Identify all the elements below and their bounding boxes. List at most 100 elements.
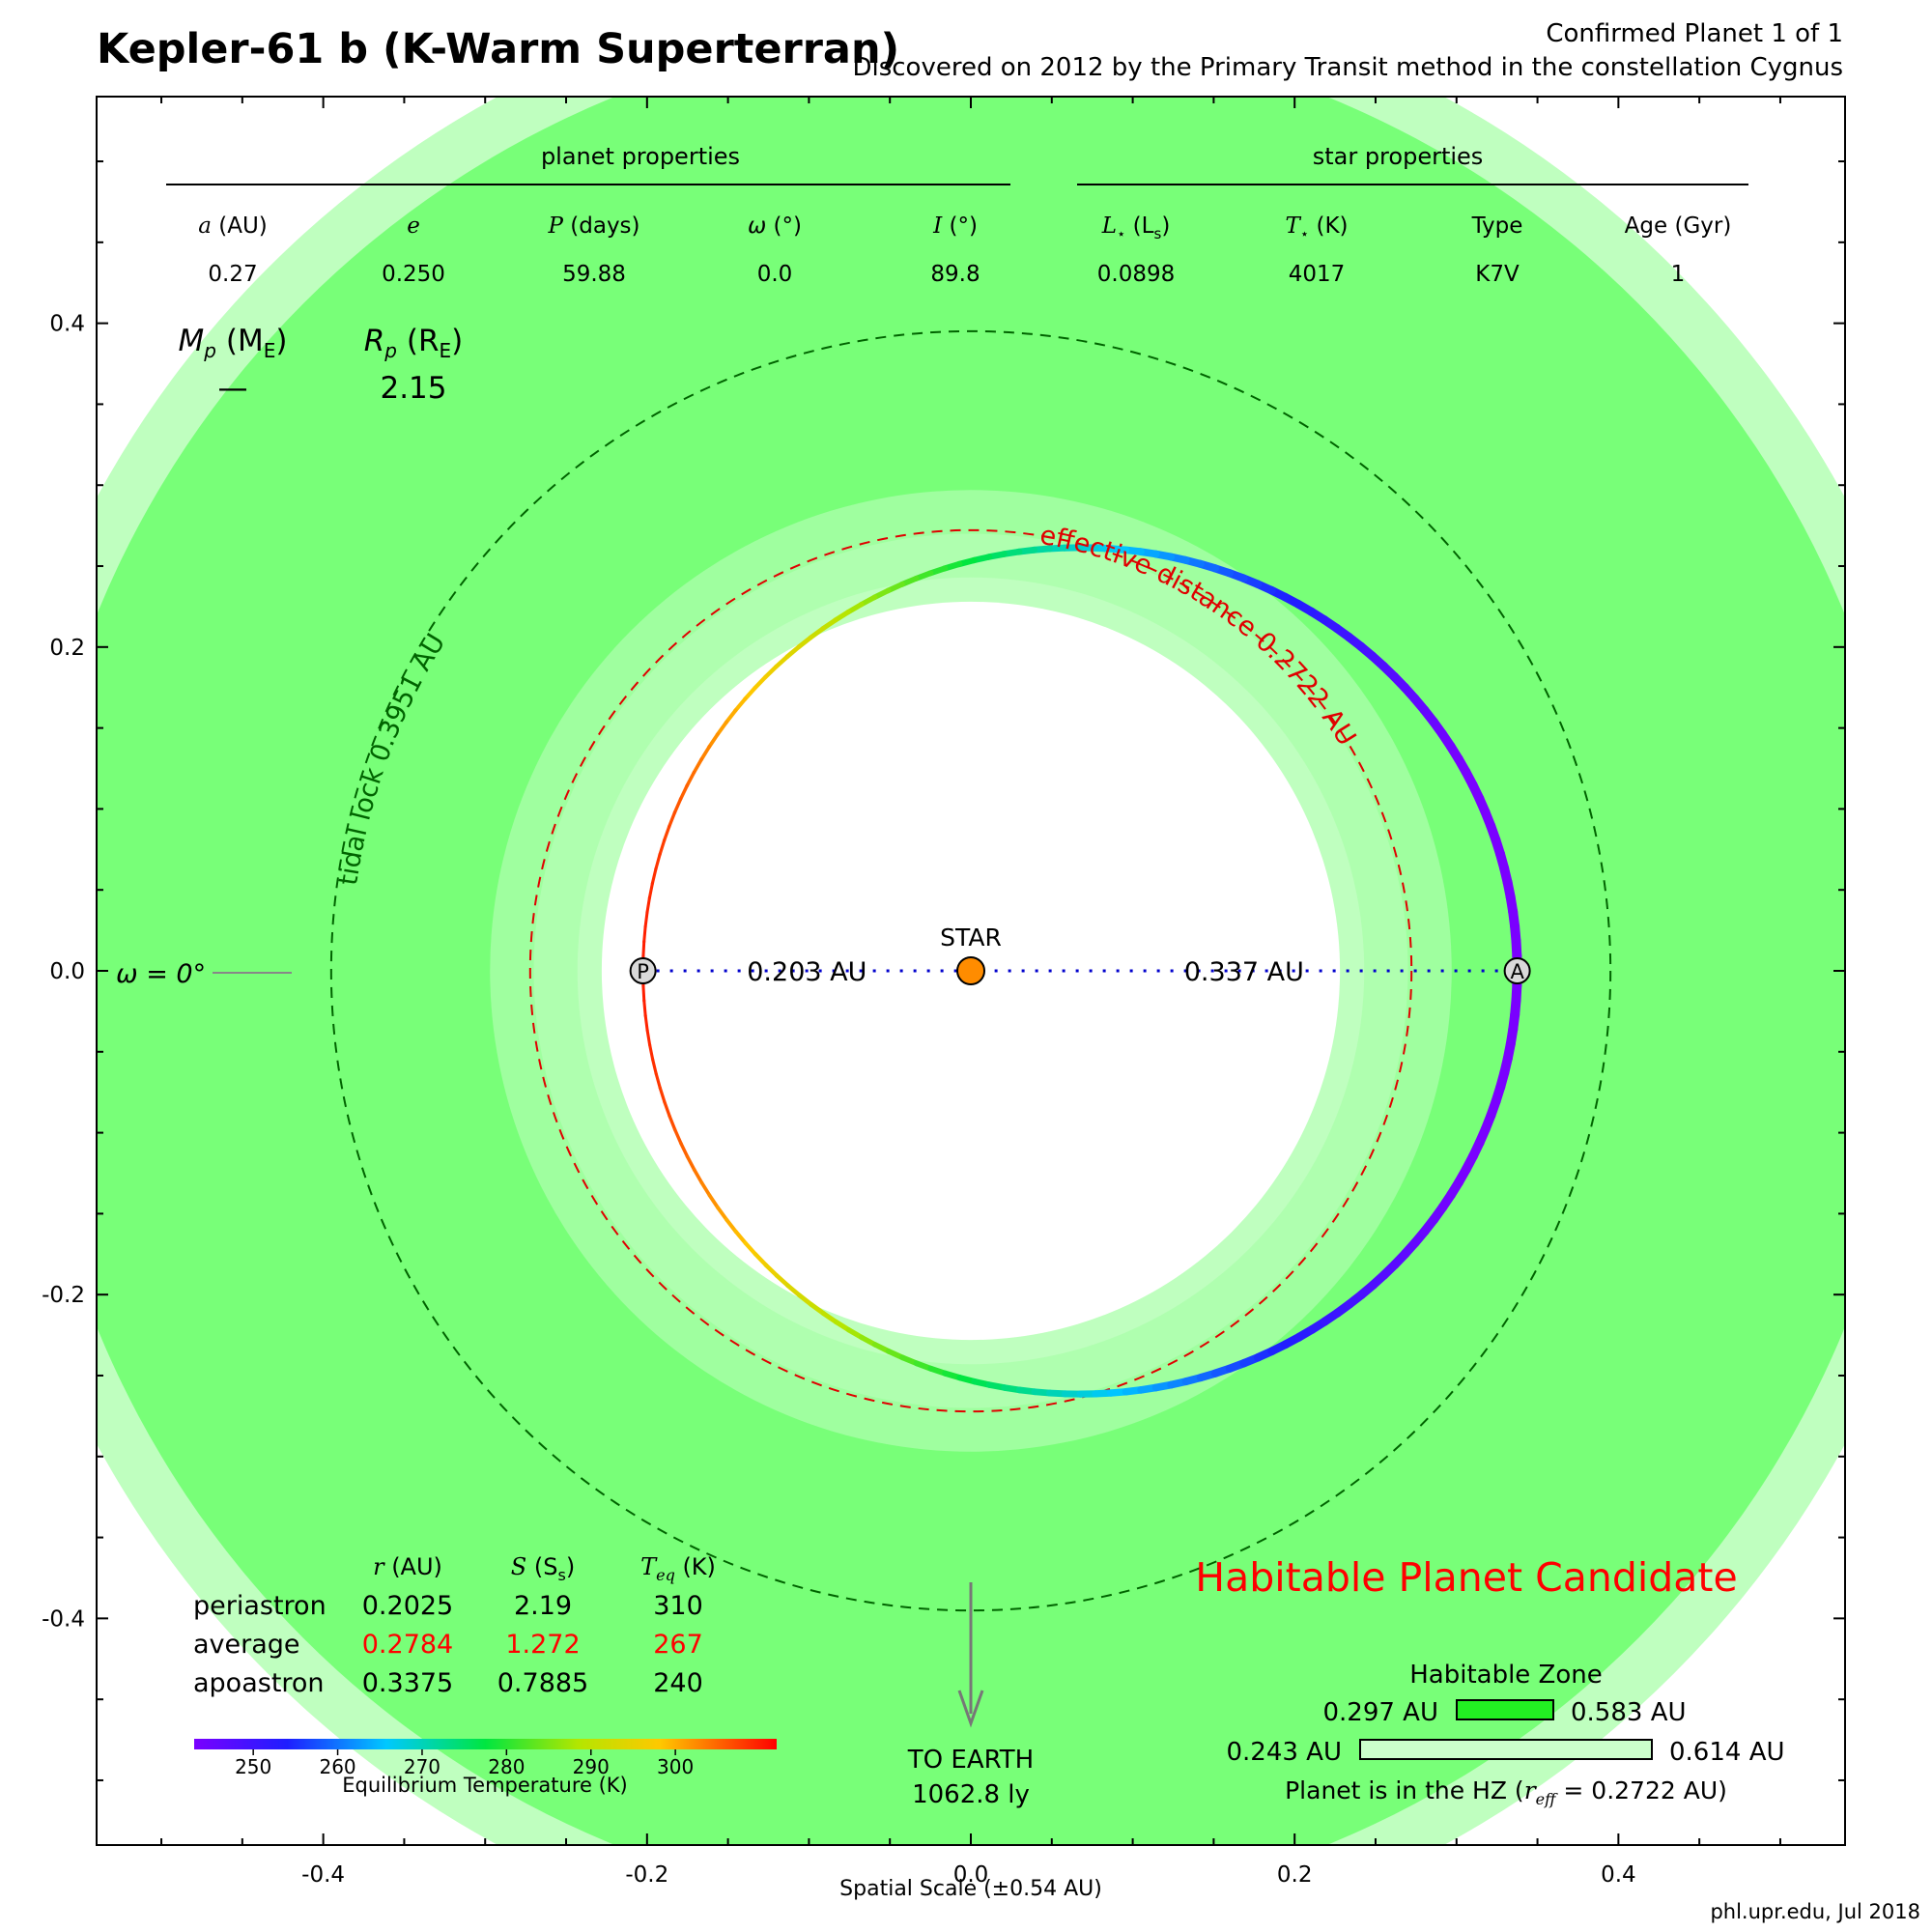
svg-text:A: A [1510, 960, 1524, 983]
radius-header: Rp (RE) [364, 324, 464, 362]
orbit-header-teq: Teq (K) [640, 1553, 716, 1584]
colorbar-tick-label: 300 [657, 1755, 694, 1778]
orbit-segment [685, 770, 696, 788]
apoastron-marker: A [1503, 957, 1531, 984]
orbit-segment [658, 1086, 667, 1104]
x-tick-label: 0.2 [1277, 1862, 1313, 1888]
orbit-segment [642, 999, 647, 1018]
header-age: Age (Gyr) [1625, 213, 1732, 239]
svg-text:P: P [637, 960, 649, 983]
header-inclination: I (°) [932, 213, 978, 239]
star-label: STAR [940, 923, 1002, 952]
planet-count: Confirmed Planet 1 of 1 [1546, 19, 1843, 48]
orbit-row-label: apoastron [193, 1668, 325, 1698]
orbit-row-value: 0.2025 [362, 1591, 453, 1621]
temperature-colorbar [194, 1739, 777, 1749]
orbit-segment [650, 867, 658, 886]
colorbar-tick-label: 290 [573, 1755, 610, 1778]
tidal-lock-circle [329, 329, 1612, 1612]
hz-status: Planet is in the HZ (reff = 0.2722 AU) [1285, 1776, 1727, 1808]
orbit-row-value: 0.3375 [362, 1668, 453, 1698]
orbit-segment [678, 783, 690, 802]
value-age: 1 [1671, 262, 1686, 287]
header-luminosity: L⋆ (Ls) [1101, 213, 1171, 242]
discovery-info: Discovered on 2012 by the Primary Transi… [852, 53, 1843, 82]
effective-distance-circle [528, 528, 1413, 1413]
apoastron-distance: 0.337 AU [1184, 957, 1304, 987]
earth-distance: 1062.8 ly [912, 1780, 1030, 1809]
orbit-segment [647, 1042, 655, 1062]
orbit-segment [647, 881, 655, 900]
y-tick-label: 0.2 [49, 636, 85, 661]
y-tick-label: -0.4 [42, 1606, 85, 1632]
value-p: 59.88 [562, 262, 626, 287]
orbit-segment [698, 744, 712, 762]
hz-conservative-outer: 0.583 AU [1571, 1698, 1687, 1727]
orbit-row-value: 2.19 [514, 1591, 572, 1621]
y-tick-label: -0.2 [42, 1283, 85, 1308]
star-marker [956, 956, 985, 985]
orbit-segment [679, 1141, 690, 1159]
colorbar-ticks: 250 260 270 280 290 300 [235, 1749, 694, 1778]
orbit-segment [642, 924, 647, 944]
orbit-row-label: average [193, 1630, 300, 1660]
orbit-row-value: 267 [653, 1630, 703, 1660]
orbit-segment [668, 1114, 677, 1132]
value-inclination: 89.8 [930, 262, 980, 287]
header-temperature: T⋆ (K) [1285, 213, 1348, 242]
colorbar-tick-label: 250 [235, 1755, 271, 1778]
orbit-segment [643, 1013, 649, 1033]
colorbar-tick-label: 270 [404, 1755, 440, 1778]
hz-optimistic-swatch [1359, 1739, 1653, 1760]
mass-value: — [218, 371, 248, 406]
header-p: P (days) [547, 213, 639, 239]
orbit-segment [699, 1180, 712, 1198]
periastron-marker: P [629, 957, 657, 984]
y-tick-label: 0.0 [49, 959, 85, 984]
orbit-segment [645, 895, 652, 915]
orbit-segment [650, 1057, 658, 1076]
planet-orbit [641, 544, 1522, 1398]
colorbar-label: Equilibrium Temperature (K) [342, 1774, 628, 1797]
orbit-header-s: S (Ss) [511, 1553, 575, 1584]
orbit-row-value: 310 [653, 1591, 703, 1621]
orbit-segment [707, 732, 720, 750]
x-axis-label: Spatial Scale (±0.54 AU) [839, 1877, 1102, 1901]
orbit-segment [658, 838, 667, 857]
hz-conservative-swatch [1456, 1699, 1554, 1720]
orbit-segment [662, 824, 671, 842]
orbit-segment [643, 910, 649, 929]
mass-header: Mp (ME) [179, 324, 288, 362]
hz-optimistic-outer: 0.614 AU [1669, 1738, 1785, 1767]
axis-ticks [97, 97, 1845, 1845]
orbit-row-label: periastron [193, 1591, 327, 1621]
value-a: 0.27 [208, 262, 257, 287]
value-luminosity: 0.0898 [1097, 262, 1175, 287]
orbit-row-value: 1.272 [505, 1630, 580, 1660]
hz-conservative-inner: 0.297 AU [1322, 1698, 1438, 1727]
x-tick-label: -0.4 [301, 1862, 345, 1888]
orbit-segment [667, 810, 677, 829]
orbit-segment [641, 939, 646, 958]
orbit-segment [654, 1071, 662, 1091]
axis-tick-labels: -0.4 -0.2 0.0 0.2 0.4 0.4 0.2 0.0 -0.2 -0.4 [42, 312, 1636, 1888]
periastron-distance: 0.203 AU [747, 957, 867, 987]
page-title: Kepler-61 b (K-Warm Superterran) [97, 25, 900, 73]
orbit-segment [645, 1028, 652, 1047]
value-type: K7V [1475, 262, 1520, 287]
hz-optimistic-inner: 0.243 AU [1226, 1738, 1342, 1767]
orbit-row-value: 240 [653, 1668, 703, 1698]
orbit-segment [692, 757, 704, 775]
orbit-segment [641, 983, 646, 1003]
orbit-segment [692, 1167, 704, 1185]
orbit-segment [685, 1154, 696, 1173]
colorbar-tick-label: 280 [488, 1755, 525, 1778]
planet-properties-label: planet properties [541, 143, 740, 170]
orbit-segment [654, 852, 662, 871]
x-tick-label: -0.2 [625, 1862, 668, 1888]
earth-arrow-head [957, 1690, 984, 1728]
header-omega: ω (°) [748, 213, 802, 239]
orbit-segment [715, 720, 728, 737]
orbit-segment [663, 1099, 671, 1119]
